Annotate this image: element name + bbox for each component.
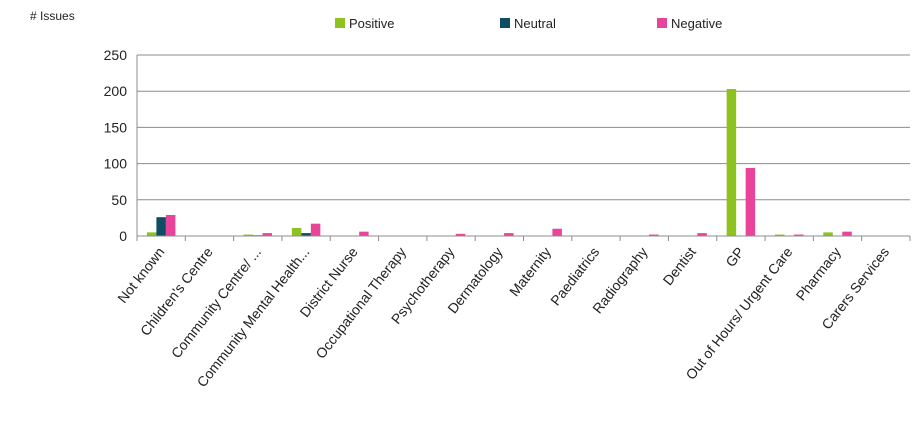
bar-negative-community-centre (262, 233, 273, 236)
legend-item-positive: Positive (335, 16, 395, 31)
legend-item-negative: Negative (657, 16, 722, 31)
legend-swatch (657, 18, 667, 28)
bar-negative-pharmacy (842, 231, 852, 236)
y-tick-label: 0 (119, 228, 127, 244)
legend: Positive Neutral Negative (335, 16, 722, 31)
bar-negative-community-mental-health (310, 223, 321, 236)
gridlines (137, 54, 910, 201)
y-tick-label: 150 (104, 119, 128, 135)
bar-negative-psychotherapy (455, 233, 466, 236)
bar-negative-maternity (552, 228, 562, 236)
x-tick-label: GP (722, 244, 747, 270)
legend-label: Negative (671, 16, 722, 31)
y-axis-label: # Issues (30, 9, 75, 23)
x-tick-label: Community Centre/ ... (168, 244, 264, 361)
x-tick-label: Pharmacy (792, 244, 843, 304)
axes (136, 55, 911, 241)
bar-negative-dermatology (504, 233, 514, 236)
bar-positive-community-mental-health (291, 228, 302, 236)
x-tick-label: Maternity (506, 244, 554, 299)
x-tick-label: Dentist (660, 244, 700, 288)
y-tick-label: 250 (104, 47, 128, 63)
bar-negative-out-of-hours-urgent-care (793, 234, 804, 236)
x-tick-label: Out of Hours/ Urgent Care (682, 244, 795, 383)
bar-positive-gp (726, 89, 737, 236)
y-tick-label: 100 (104, 156, 128, 172)
legend-label: Positive (349, 16, 395, 31)
bar-positive-pharmacy (823, 232, 833, 236)
bar-positive-community-centre (243, 234, 254, 236)
legend-swatch (335, 18, 345, 28)
bar-negative-not-known (165, 215, 176, 236)
bar-positive-not-known (146, 232, 157, 236)
bar-negative-district-nurse (359, 231, 369, 236)
legend-swatch (500, 18, 510, 28)
bar-neutral-community-mental-health (301, 233, 311, 236)
bar-negative-radiography (649, 234, 659, 236)
legend-item-neutral: Neutral (500, 16, 556, 31)
bars (146, 89, 852, 236)
bar-positive-out-of-hours-urgent-care (774, 234, 785, 236)
x-tick-label: Not known (114, 244, 167, 306)
legend-label: Neutral (514, 16, 556, 31)
x-tick-label: Occupational Therapy (312, 244, 409, 362)
bar-negative-dentist (697, 233, 707, 236)
y-tick-label: 50 (111, 192, 127, 208)
bar-negative-gp (745, 167, 756, 236)
y-tick-label: 200 (104, 83, 128, 99)
bar-neutral-not-known (156, 217, 166, 236)
y-axis-ticks: 0 50 100 150 200 250 (104, 47, 128, 244)
